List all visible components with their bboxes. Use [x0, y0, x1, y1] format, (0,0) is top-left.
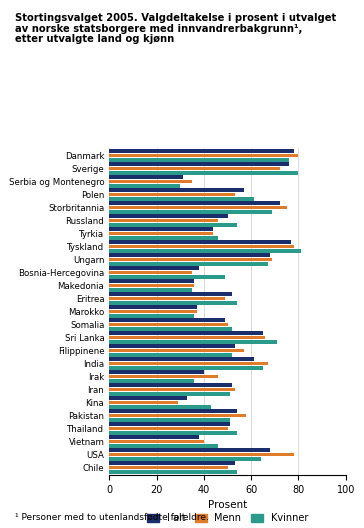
Bar [109, 314, 194, 318]
Bar [109, 470, 237, 474]
Bar [109, 180, 192, 183]
Bar [109, 293, 232, 296]
Bar [109, 162, 289, 166]
Bar [109, 297, 225, 300]
Bar [109, 201, 280, 205]
Bar [109, 349, 244, 352]
Bar [109, 262, 268, 266]
Bar [109, 392, 230, 395]
Bar [109, 397, 187, 400]
Bar [109, 184, 180, 187]
Bar [109, 249, 301, 252]
Bar [109, 245, 294, 248]
Text: ¹ Personer med to utenlandsfødte foreldre.: ¹ Personer med to utenlandsfødte foreldr… [15, 513, 209, 522]
Legend: I alt, Menn, Kvinner: I alt, Menn, Kvinner [143, 510, 312, 527]
Bar [109, 232, 213, 235]
Bar [109, 336, 265, 339]
Bar [109, 193, 235, 196]
Bar [109, 436, 199, 439]
Bar [109, 453, 294, 456]
Bar [109, 332, 263, 335]
Text: av norske statsborgere med innvandrerbakgrunn¹,: av norske statsborgere med innvandrerbak… [15, 24, 302, 34]
Bar [109, 175, 183, 178]
Bar [109, 284, 194, 287]
Bar [109, 406, 211, 409]
Bar [109, 301, 237, 305]
Text: etter utvalgte land og kjønn: etter utvalgte land og kjønn [15, 34, 174, 44]
Bar [109, 271, 192, 274]
Bar [109, 210, 272, 214]
Bar [109, 457, 261, 461]
Bar [109, 258, 272, 261]
Bar [109, 327, 232, 331]
Bar [109, 448, 270, 452]
Bar [109, 240, 292, 243]
Bar [109, 440, 204, 443]
Bar [109, 237, 218, 240]
Bar [109, 318, 225, 322]
Bar [109, 214, 228, 218]
Bar [109, 310, 197, 313]
Bar [109, 158, 289, 162]
Bar [109, 223, 237, 227]
Bar [109, 383, 232, 386]
Bar [109, 375, 218, 378]
Bar [109, 418, 230, 422]
X-axis label: Prosent: Prosent [208, 501, 247, 511]
Bar [109, 466, 228, 469]
Bar [109, 427, 228, 430]
Bar [109, 228, 213, 231]
Bar [109, 409, 237, 413]
Bar [109, 380, 194, 383]
Bar [109, 206, 287, 209]
Bar [109, 149, 294, 153]
Bar [109, 167, 280, 170]
Bar [109, 357, 254, 361]
Bar [109, 154, 298, 157]
Bar [109, 353, 232, 356]
Bar [109, 279, 194, 282]
Bar [109, 388, 235, 391]
Bar [109, 253, 270, 257]
Bar [109, 371, 204, 374]
Bar [109, 431, 237, 435]
Bar [109, 305, 197, 309]
Bar [109, 362, 268, 365]
Bar [109, 171, 298, 175]
Bar [109, 366, 263, 370]
Bar [109, 197, 254, 201]
Bar [109, 188, 244, 192]
Bar [109, 401, 178, 404]
Bar [109, 267, 199, 270]
Text: Stortingsvalget 2005. Valgdeltakelse i prosent i utvalget: Stortingsvalget 2005. Valgdeltakelse i p… [15, 13, 336, 23]
Bar [109, 461, 235, 465]
Bar [109, 341, 277, 344]
Bar [109, 275, 225, 279]
Bar [109, 323, 228, 326]
Bar [109, 422, 230, 426]
Bar [109, 288, 192, 291]
Bar [109, 414, 246, 417]
Bar [109, 219, 218, 222]
Bar [109, 445, 218, 448]
Bar [109, 344, 235, 348]
